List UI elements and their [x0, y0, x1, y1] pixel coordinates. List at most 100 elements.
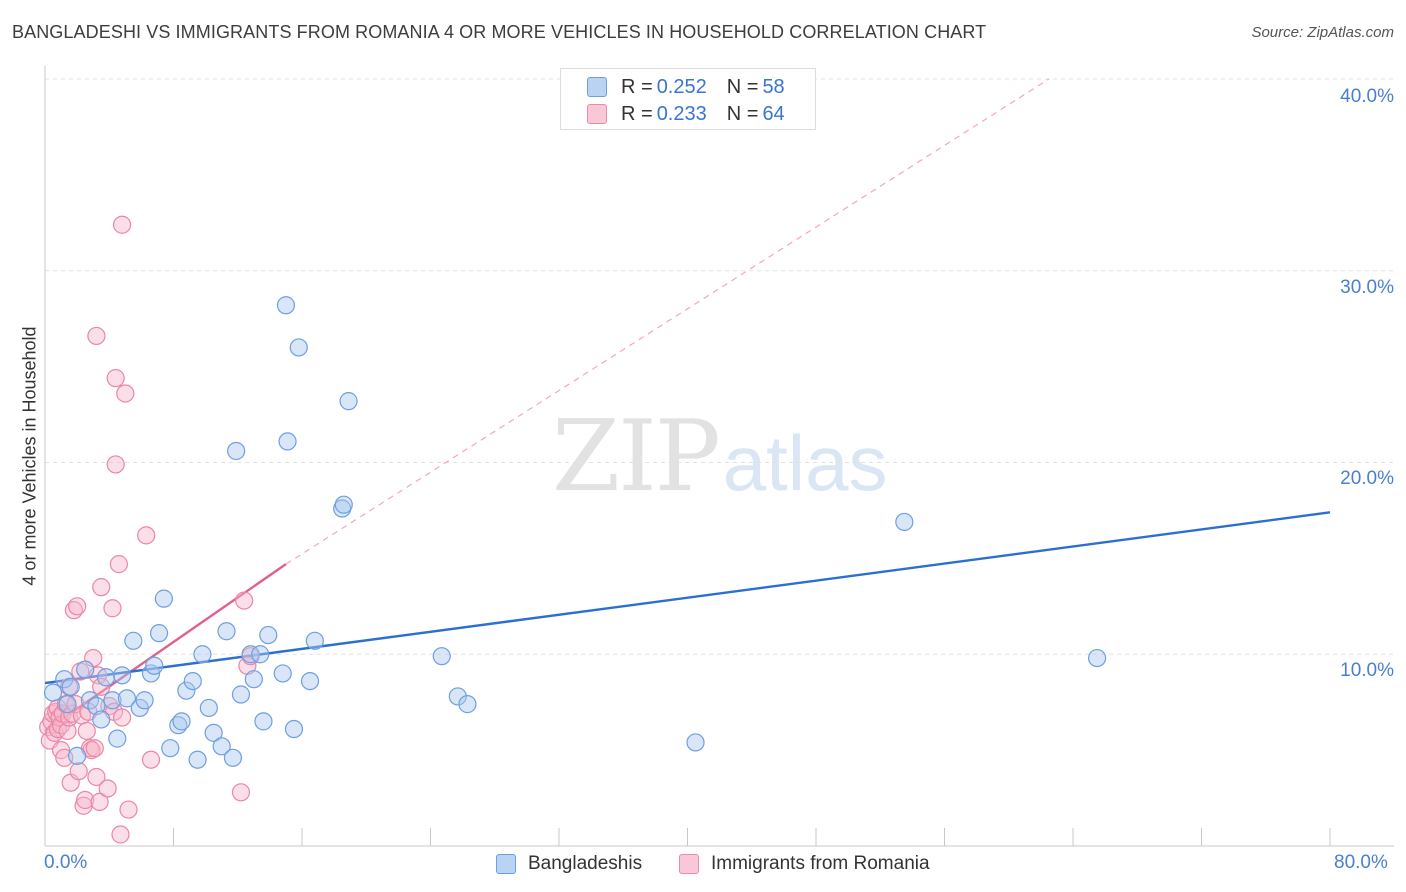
- bangladeshi-point: [103, 691, 122, 710]
- bangladeshi-point: [92, 710, 111, 729]
- legend-swatch-blue: [587, 77, 607, 97]
- romania-point: [87, 326, 106, 346]
- romania-point: [90, 792, 109, 811]
- x-tick-label-min: 0.0%: [44, 852, 88, 873]
- bangladeshi-point: [241, 645, 260, 664]
- y-tick-label: 40.0%: [1340, 86, 1394, 107]
- legend-n-value: 64: [762, 102, 785, 125]
- bangladeshi-point: [177, 681, 196, 700]
- legend-swatch-blue: [496, 854, 516, 874]
- bangladeshi-point: [87, 696, 106, 716]
- bangladeshi-point: [154, 589, 173, 608]
- series-bangladeshi-points: [43, 296, 1107, 769]
- romania-point: [116, 384, 135, 403]
- legend-swatch-pink: [587, 104, 607, 124]
- bangladeshi-point: [61, 677, 80, 696]
- bangladeshi-point: [895, 512, 914, 532]
- bangladeshi-point: [300, 671, 320, 691]
- watermark: ZIPatlas: [552, 400, 888, 514]
- romania-point: [92, 677, 111, 696]
- y-axis-label: 4 or more Vehicles in Household: [19, 326, 40, 586]
- romania-point: [112, 708, 132, 727]
- romania-point: [106, 369, 125, 388]
- legend-swatch-pink: [679, 854, 699, 874]
- legend-n-label: N =: [726, 102, 759, 125]
- romania-point: [98, 779, 117, 798]
- legend-r-label: R =: [621, 75, 653, 98]
- romania-point: [231, 783, 251, 802]
- romania-point: [100, 696, 119, 716]
- bangladeshi-point: [1087, 648, 1107, 668]
- romania-point: [109, 555, 128, 574]
- bangladeshi-point: [289, 338, 308, 357]
- bangladeshi-point: [161, 739, 180, 758]
- bangladeshi-point: [448, 687, 467, 706]
- bangladeshi-point: [223, 748, 243, 767]
- romania-point: [103, 599, 122, 618]
- legend-n-label: N =: [726, 75, 759, 98]
- romania-point: [92, 578, 111, 597]
- bangladeshi-point: [244, 670, 263, 689]
- bangladeshi-point: [108, 729, 127, 748]
- bangladeshi-point: [145, 656, 164, 675]
- watermark-zip: ZIP: [552, 400, 721, 514]
- legend-r-label: R =: [621, 102, 653, 125]
- legend-row-romania: R = 0.233 N = 64: [587, 102, 785, 126]
- bangladeshi-point: [305, 631, 324, 650]
- legend-row-bangladeshi: R = 0.252 N = 58: [587, 75, 785, 99]
- romania-point: [141, 750, 161, 769]
- romania-point: [87, 767, 106, 787]
- bangladeshi-point: [432, 647, 451, 666]
- romania-point: [137, 526, 156, 545]
- bangladeshi-point: [68, 746, 87, 765]
- bottom-legend-romania: Immigrants from Romania: [679, 851, 930, 877]
- source-credit: Source: ZipAtlas.com: [1251, 24, 1394, 41]
- legend-label: Bangladeshis: [528, 853, 643, 874]
- chart-title: BANGLADESHI VS IMMIGRANTS FROM ROMANIA 4…: [12, 22, 987, 42]
- bangladeshi-point: [273, 664, 292, 683]
- series-romania-points: [39, 215, 260, 844]
- bangladeshi-point: [172, 712, 191, 731]
- bangladeshi-point: [124, 631, 143, 650]
- bangladeshi-point: [183, 671, 202, 691]
- legend-n-value: 58: [762, 75, 785, 98]
- bangladeshi-point: [96, 668, 116, 687]
- bangladeshi-point: [231, 685, 251, 704]
- bangladeshi-point: [193, 645, 212, 664]
- bangladeshi-point: [58, 695, 77, 714]
- bangladeshi-point: [339, 392, 358, 411]
- romania-point: [85, 739, 104, 758]
- axes: [44, 66, 1394, 847]
- romania-point: [76, 790, 95, 810]
- trend-romania-extension: [285, 78, 1050, 565]
- bangladeshi-point: [259, 625, 278, 645]
- bangladeshi-point: [212, 737, 231, 756]
- bangladeshi-point: [135, 691, 154, 710]
- trend-lines: [44, 78, 1331, 732]
- romania-point: [112, 215, 132, 234]
- grid-lines: [45, 78, 1394, 655]
- y-tick-label: 30.0%: [1340, 277, 1394, 298]
- romania-point: [68, 597, 87, 616]
- bangladeshi-point: [112, 666, 132, 685]
- bangladeshi-point: [278, 432, 297, 451]
- bangladeshi-point: [276, 296, 296, 315]
- bangladeshi-point: [217, 622, 236, 641]
- bangladeshi-point: [686, 733, 705, 752]
- bangladeshi-point: [199, 698, 218, 718]
- bangladeshi-point: [76, 660, 95, 679]
- bangladeshi-point: [204, 723, 223, 742]
- bangladeshi-point: [254, 712, 273, 731]
- bottom-legend-bangladeshi: Bangladeshis: [496, 851, 642, 877]
- bangladeshi-point: [458, 695, 477, 714]
- romania-point: [111, 825, 130, 844]
- romania-point: [235, 591, 254, 610]
- legend-r-value: 0.252: [656, 75, 707, 98]
- bangladeshi-point: [117, 689, 137, 708]
- legend-label: Immigrants from Romania: [711, 853, 930, 874]
- romania-point: [106, 455, 125, 474]
- bangladeshi-point: [188, 750, 207, 769]
- bangladeshi-point: [334, 495, 353, 514]
- romania-point: [119, 800, 138, 819]
